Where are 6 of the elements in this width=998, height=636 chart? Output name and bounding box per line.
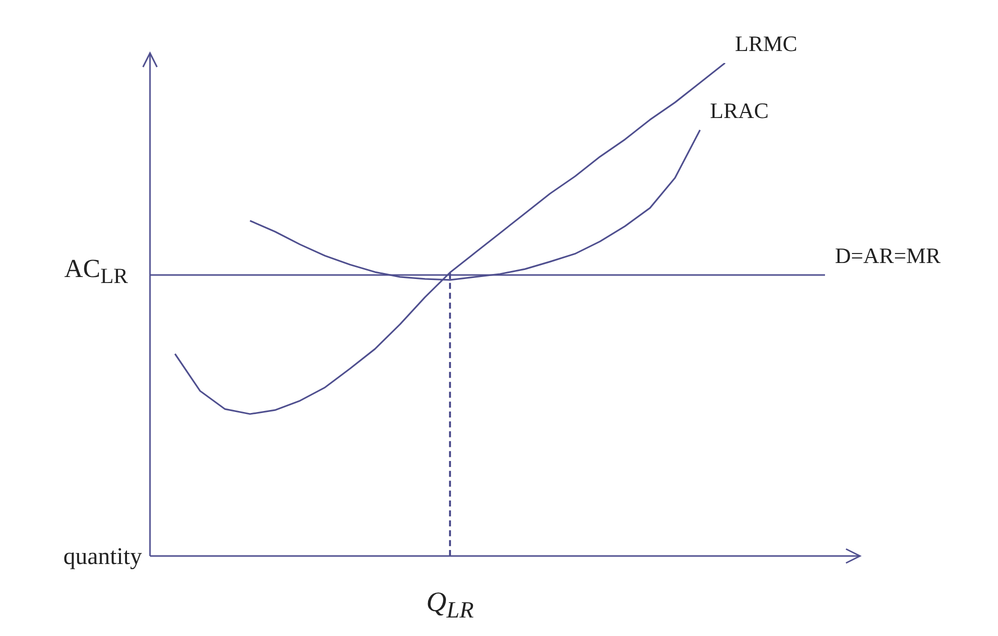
text: Q$_{LR}$ <box>426 586 474 626</box>
text: AC$_{LR}$ <box>64 252 128 290</box>
series-label: D=AR=MR <box>835 242 941 268</box>
series-label: LRAC <box>710 98 769 124</box>
series-label: LRMC <box>735 31 798 56</box>
text: quantity <box>63 544 142 570</box>
